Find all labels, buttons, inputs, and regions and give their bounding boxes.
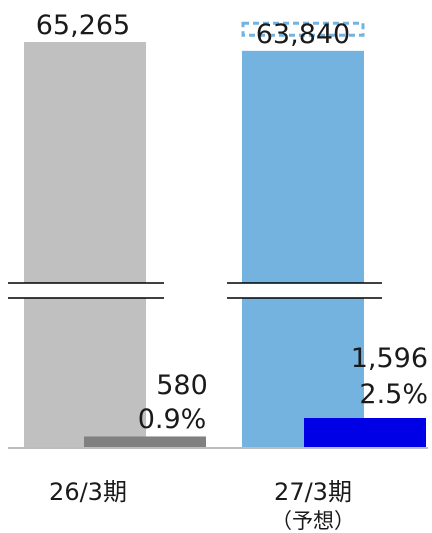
axis-break-gap-0	[8, 283, 164, 298]
bar-small-1	[304, 418, 426, 447]
small-bar-value-label-26: 580	[156, 370, 208, 401]
bar-large-1	[242, 50, 364, 447]
category-label-26: 26/3期	[49, 478, 127, 506]
category-label-27: 27/3期	[274, 478, 352, 506]
bar-large-0	[24, 42, 146, 447]
bars-layer	[24, 21, 426, 447]
bar-small-0	[84, 436, 206, 447]
bar-value-label-26: 65,265	[36, 10, 130, 41]
axis-break-gap-1	[227, 283, 382, 298]
bar-value-label-27: 63,840	[256, 19, 350, 50]
small-bar-percent-label-27: 2.5%	[359, 379, 428, 410]
category-sublabel-27: （予想）	[271, 509, 355, 533]
bar-revised-outline	[241, 21, 365, 37]
small-bar-value-label-27: 1,596	[351, 343, 428, 374]
small-bar-percent-label-26: 0.9%	[138, 404, 207, 435]
axis-break	[8, 282, 382, 299]
labels-layer: 65,265 63,840 580 0.9% 1,596 2.5% 26/3期 …	[36, 10, 428, 533]
